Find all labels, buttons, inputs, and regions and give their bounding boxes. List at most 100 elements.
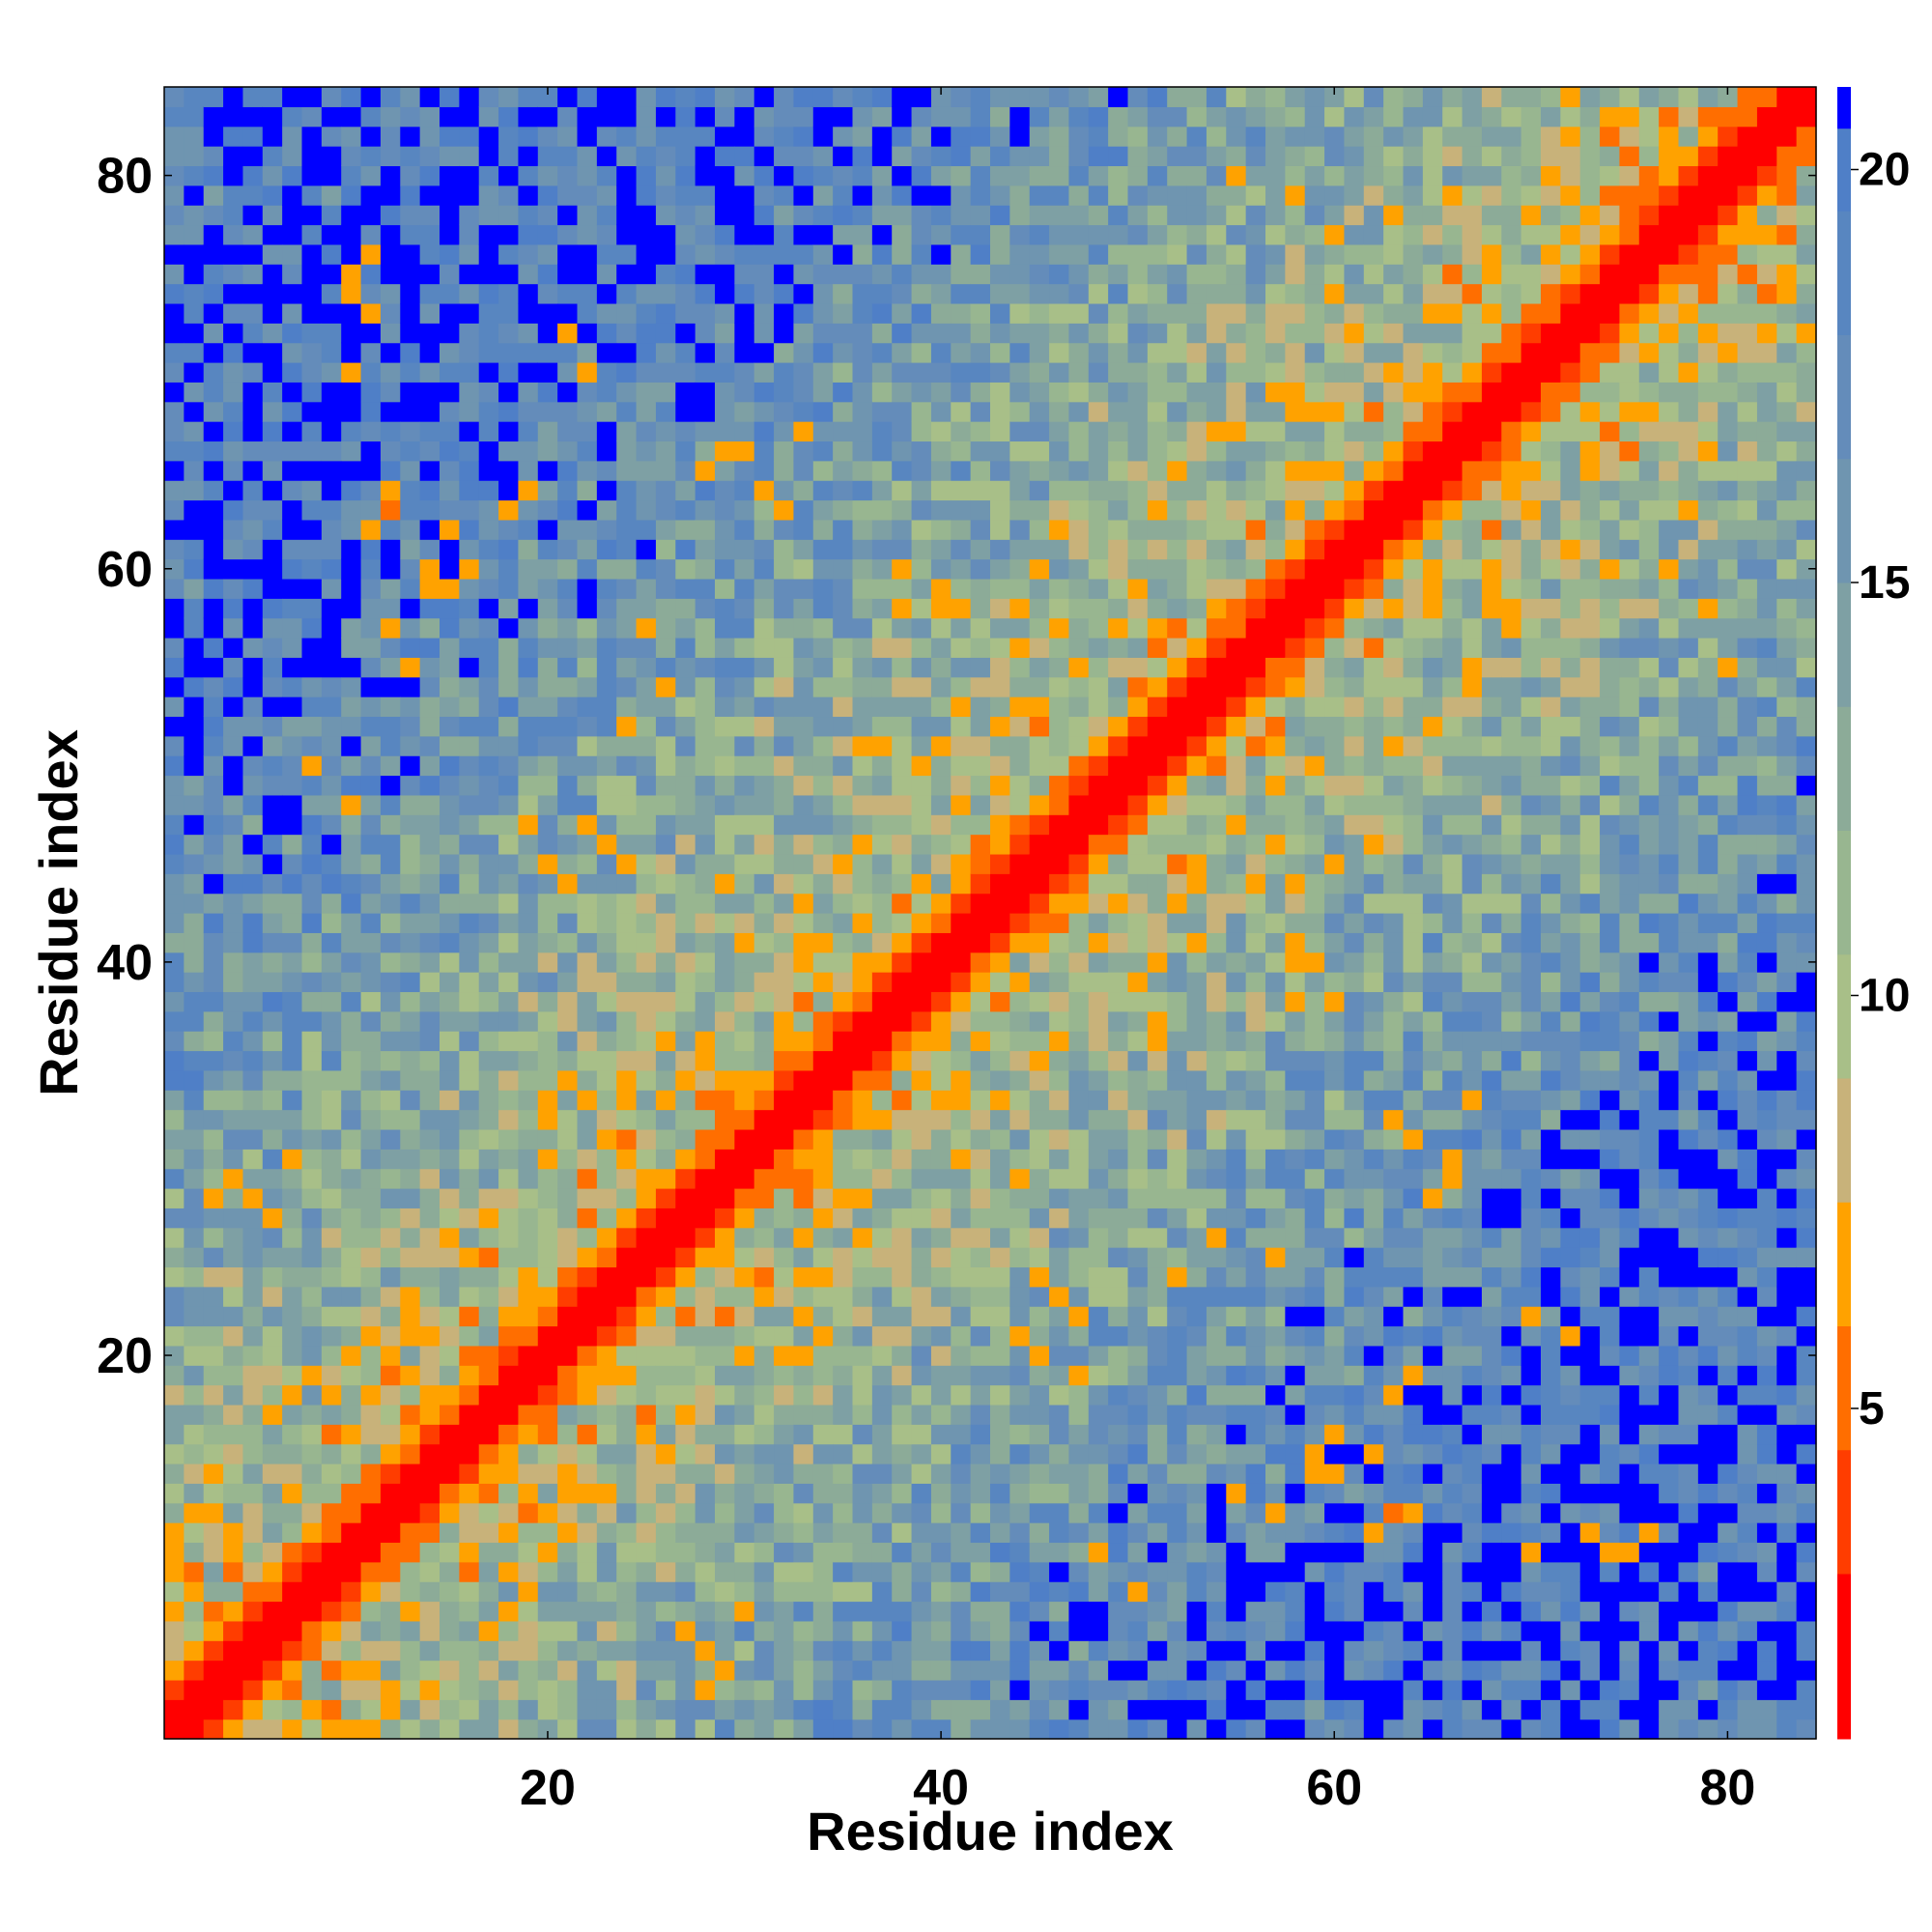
- heatmap-cell: [1029, 638, 1050, 658]
- heatmap-cell: [793, 617, 814, 639]
- heatmap-cell: [675, 1010, 696, 1032]
- heatmap-cell: [1167, 1188, 1188, 1208]
- heatmap-cell: [753, 794, 775, 815]
- heatmap-cell: [1265, 1542, 1286, 1563]
- heatmap-cell: [577, 382, 598, 403]
- heatmap-cell: [184, 676, 205, 697]
- heatmap-cell: [1304, 1325, 1325, 1347]
- heatmap-cell: [1285, 1168, 1306, 1189]
- heatmap-cell: [1324, 1188, 1346, 1208]
- heatmap-cell: [1245, 401, 1266, 422]
- heatmap-cell: [1049, 205, 1070, 226]
- heatmap-cell: [852, 519, 873, 540]
- heatmap-cell: [537, 1227, 558, 1248]
- heatmap-cell: [812, 1640, 834, 1662]
- heatmap-cell: [793, 362, 814, 383]
- heatmap-cell: [1147, 853, 1168, 874]
- heatmap-cell: [184, 1168, 205, 1189]
- heatmap-cell: [262, 972, 283, 993]
- heatmap-cell: [852, 499, 873, 521]
- heatmap-cell: [1285, 755, 1306, 777]
- heatmap-cell: [242, 87, 264, 107]
- heatmap-cell: [223, 1601, 244, 1622]
- heatmap-cell: [1088, 1149, 1109, 1170]
- heatmap-cell: [774, 932, 795, 953]
- heatmap-cell: [970, 1443, 991, 1464]
- heatmap-cell: [419, 342, 440, 363]
- heatmap-cell: [852, 1561, 873, 1582]
- heatmap-cell: [675, 716, 696, 737]
- heatmap-cell: [1285, 873, 1306, 895]
- heatmap-cell: [833, 87, 854, 107]
- heatmap-cell: [970, 499, 991, 521]
- heatmap-cell: [636, 1483, 657, 1504]
- heatmap-cell: [1304, 323, 1325, 344]
- heatmap-cell: [478, 1090, 499, 1111]
- heatmap-cell: [341, 519, 362, 540]
- heatmap-cell: [871, 1581, 893, 1603]
- heatmap-cell: [518, 224, 539, 245]
- heatmap-cell: [262, 696, 283, 718]
- heatmap-cell: [970, 185, 991, 206]
- heatmap-cell: [833, 519, 854, 540]
- heatmap-cell: [753, 264, 775, 285]
- heatmap-cell: [1049, 1286, 1070, 1307]
- heatmap-cell: [675, 499, 696, 521]
- heatmap-cell: [715, 480, 735, 501]
- heatmap-cell: [1009, 578, 1031, 599]
- heatmap-cell: [1127, 1561, 1149, 1582]
- heatmap-cell: [1206, 1266, 1227, 1288]
- heatmap-cell: [1206, 401, 1227, 422]
- heatmap-cell: [1186, 1542, 1208, 1563]
- heatmap-cell: [498, 1522, 520, 1544]
- heatmap-cell: [833, 932, 854, 953]
- heatmap-cell: [341, 1247, 362, 1268]
- heatmap-cell: [1009, 1149, 1031, 1170]
- heatmap-cell: [282, 735, 303, 756]
- heatmap-cell: [1226, 853, 1247, 874]
- heatmap-cell: [970, 323, 991, 344]
- heatmap-cell: [812, 382, 834, 403]
- heatmap-cell: [1324, 1581, 1346, 1603]
- heatmap-cell: [852, 932, 873, 953]
- heatmap-cell: [478, 873, 499, 895]
- heatmap-cell: [734, 1247, 755, 1268]
- heatmap-cell: [262, 1345, 283, 1366]
- heatmap-cell: [596, 87, 617, 107]
- heatmap-cell: [164, 1463, 185, 1484]
- heatmap-cell: [164, 264, 185, 285]
- heatmap-cell: [1206, 1050, 1227, 1071]
- heatmap-cell: [341, 913, 362, 933]
- heatmap-cell: [400, 558, 421, 580]
- heatmap-cell: [440, 873, 460, 895]
- heatmap-cell: [419, 1247, 440, 1268]
- heatmap-cell: [793, 1168, 814, 1189]
- heatmap-cell: [459, 106, 480, 128]
- heatmap-cell: [812, 1542, 834, 1563]
- heatmap-cell: [1167, 952, 1188, 973]
- heatmap-cell: [1029, 1660, 1050, 1681]
- heatmap-cell: [715, 224, 735, 245]
- heatmap-cell: [242, 1522, 264, 1544]
- heatmap-cell: [518, 558, 539, 580]
- heatmap-cell: [498, 1168, 520, 1189]
- heatmap-cell: [715, 617, 735, 639]
- heatmap-cell: [242, 1286, 264, 1307]
- heatmap-cell: [774, 87, 795, 107]
- heatmap-cell: [616, 1188, 638, 1208]
- heatmap-cell: [242, 735, 264, 756]
- heatmap-cell: [616, 87, 638, 107]
- heatmap-cell: [1108, 519, 1129, 540]
- heatmap-cell: [695, 302, 716, 324]
- heatmap-cell: [1068, 146, 1090, 167]
- heatmap-cell: [833, 952, 854, 973]
- heatmap-cell: [184, 1286, 205, 1307]
- heatmap-cell: [1049, 382, 1070, 403]
- heatmap-cell: [1029, 657, 1050, 678]
- heatmap-cell: [1049, 598, 1070, 619]
- heatmap-cell: [557, 598, 579, 619]
- heatmap-cell: [695, 1050, 716, 1071]
- heatmap-cell: [596, 362, 617, 383]
- heatmap-cell: [675, 558, 696, 580]
- heatmap-cell: [911, 1404, 932, 1425]
